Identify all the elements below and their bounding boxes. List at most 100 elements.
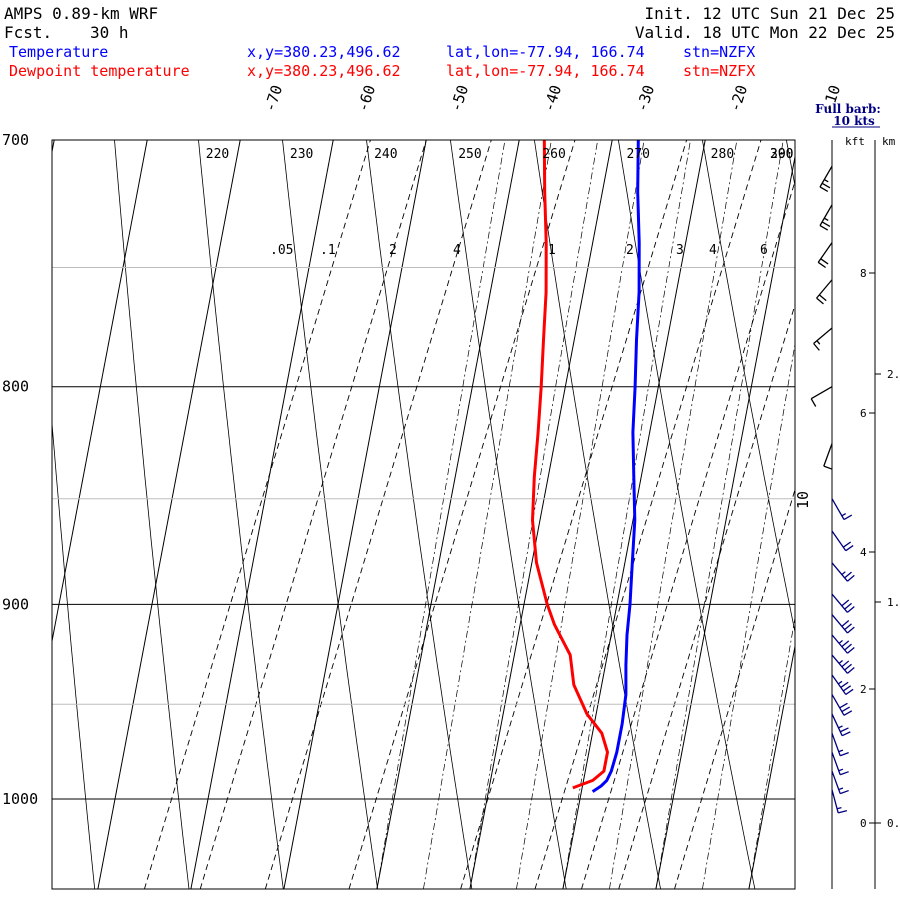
sounding-traces [531, 140, 641, 793]
wind-barb-half-flag [838, 768, 844, 772]
mixing-ratio-label: 2 [626, 243, 634, 258]
legend-dewpoint-stn: stn=NZFX [683, 62, 755, 80]
wind-barb-flag [841, 660, 850, 668]
mixing-ratio-label: .1 [320, 243, 336, 258]
wind-barb-staff [831, 654, 848, 674]
dry-adiabat-label: 230 [290, 147, 313, 162]
wind-barb-half-flag [816, 340, 821, 345]
wind-barb-half-flag [838, 787, 844, 791]
mixing-ratio-label: .05 [270, 243, 293, 258]
wind-barb [810, 386, 833, 407]
height-axis: 8 6 4 2 0 2. 1. 0. [860, 140, 900, 889]
mixing-ratio-label: 3 [676, 243, 684, 258]
wind-barb-flag [847, 626, 855, 634]
grid-labels: 7008009001000-70-60-50-40-30-20-10022023… [2, 83, 844, 808]
dry-adiabat-label: 270 [627, 147, 650, 162]
dry-adiabat-label: 220 [206, 147, 229, 162]
wind-barb-flag [840, 727, 849, 733]
wind-barb [831, 614, 855, 634]
wind-barb-flag [839, 771, 849, 776]
isotherm-tick-label: -60 [354, 83, 379, 114]
moist-adiabat-line [423, 140, 552, 889]
dry-adiabat-line [366, 140, 473, 889]
pressure-tick-label: 900 [2, 595, 29, 613]
wind-barb-flag [844, 643, 852, 651]
wind-barb-half-flag [838, 660, 843, 664]
isobar-lines [52, 139, 795, 800]
wind-barb-flag [841, 731, 851, 737]
wind-barb-flag [843, 710, 853, 716]
wind-barb-staff [823, 443, 833, 467]
fcst-label: Fcst. [4, 23, 52, 42]
wind-barb-half-flag [838, 749, 844, 753]
wind-barb-flag [841, 599, 850, 607]
wind-barb-staff [816, 279, 833, 299]
dry-adiabat-label: 290 [770, 147, 793, 162]
dry-adiabat-line [449, 140, 567, 889]
moist-adiabat-line [842, 86, 900, 889]
isotherm-line [97, 140, 241, 889]
moist-adiabat-line [888, 86, 900, 889]
wind-barb-flag [844, 571, 852, 579]
kft-tick-label: 8 [860, 267, 867, 280]
wind-barb-flag [841, 620, 850, 627]
wind-barb-half-flag [841, 571, 846, 576]
moist-adiabat-line [655, 140, 784, 889]
wind-barb [831, 770, 849, 795]
km-axis-label: km [882, 135, 896, 148]
wind-barb-flag [839, 789, 849, 795]
wind-barb-half-flag [823, 217, 829, 221]
isotherm-tick-label: -70 [261, 83, 286, 114]
legend-dewpoint-label: Dewpoint temperature [9, 62, 190, 80]
isotherm-tick-label: -50 [447, 83, 472, 114]
wind-barb-half-flag [836, 806, 842, 810]
mixing-ratio-line [143, 140, 371, 889]
dry-adiabat-line [198, 140, 284, 889]
dry-adiabat-label: 240 [374, 147, 397, 162]
wind-barb-staff [819, 165, 833, 188]
wind-barb-staff [813, 327, 833, 344]
dry-adiabat-line [617, 140, 756, 889]
pressure-tick-label: 700 [2, 131, 29, 149]
wind-barb [819, 204, 833, 231]
mixing-ratio-line [534, 140, 762, 889]
wind-barb-staff [831, 732, 841, 756]
wind-barb [831, 530, 854, 552]
wind-barb-half-flag [823, 178, 829, 183]
wind-barb-staff [831, 674, 847, 695]
isotherm-line [842, 86, 900, 889]
wind-axis-label: 10 [794, 491, 812, 509]
wind-barb-flag [844, 663, 852, 671]
kft-axis-label: kft [845, 135, 865, 148]
kft-tick-label: 0 [860, 817, 867, 830]
temperature-trace [591, 140, 641, 793]
mixing-ratio-label: 1 [548, 243, 556, 258]
wind-barb-flag [843, 514, 853, 521]
valid-time: Valid. 18 UTC Mon 22 Dec 25 [635, 23, 895, 42]
wind-barb-half-flag [841, 512, 847, 517]
wind-barb-flag [845, 688, 854, 696]
mixing-ratio-label: 4 [709, 243, 717, 258]
wind-barb-flag [841, 640, 850, 648]
legend-temperature-xy: x,y=380.23,496.62 [247, 43, 401, 61]
legend-temperature-latlon: lat,lon=-77.94, 166.74 [446, 43, 645, 61]
mixing-ratio-label: 4 [453, 243, 461, 258]
dry-adiabat-line [282, 140, 378, 889]
wind-barb-half-flag [838, 639, 843, 644]
isotherm-line [376, 140, 520, 889]
wind-barb-staff [831, 751, 841, 775]
dewpoint-trace [531, 140, 609, 790]
legend-dewpoint-latlon: lat,lon=-77.94, 166.74 [446, 62, 645, 80]
wind-barb-flag [813, 343, 820, 351]
wind-barb-half-flag [837, 680, 843, 685]
dry-adiabat-line [701, 140, 795, 635]
isotherm-line [655, 154, 795, 889]
km-tick-label: 0. [887, 817, 900, 830]
wind-barb-flag [840, 681, 849, 688]
mixing-ratio-line [199, 140, 427, 889]
legend-temperature-label: Temperature [9, 43, 108, 61]
legend-temperature-stn: stn=NZFX [683, 43, 755, 61]
wind-barb-flag [821, 182, 831, 189]
moist-adiabat-line [376, 140, 506, 889]
